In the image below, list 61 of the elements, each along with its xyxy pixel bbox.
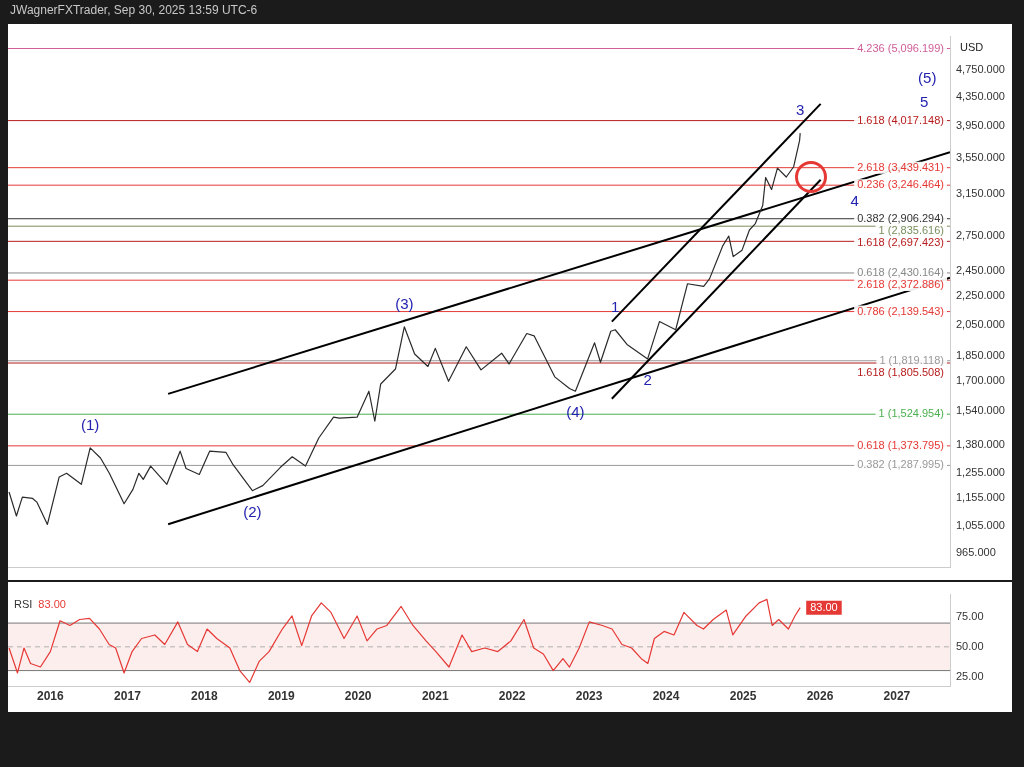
y-tick-label: 1,700.000 (956, 374, 1005, 387)
chart-title: RSI (14, 598, 33, 611)
chart-title: JWagnerFXTrader, Sep 30, 2025 13:59 UTC-6 (10, 3, 258, 17)
ref-line-label: 0.618 (1,373.795) (857, 438, 944, 451)
ref-line-label: 2.618 (3,439.431) (857, 160, 944, 173)
ref-line-label: 0.618 (2,430.164) (857, 265, 944, 278)
ref-line-label: 0.382 (1,287.995) (857, 458, 944, 471)
annotation: 4 (850, 191, 859, 209)
y-tick-label: 4,350.000 (956, 89, 1005, 102)
x-tick-label: 2023 (575, 688, 603, 703)
x-tick-label: 2026 (806, 688, 834, 703)
y-tick-label: 3,550.000 (956, 151, 1005, 164)
y-tick-label: 75.00 (956, 610, 984, 623)
y-tick-label: 1,850.000 (956, 348, 1005, 361)
y-tick-label: 1,380.000 (956, 437, 1005, 450)
x-tick-label: 2021 (421, 688, 449, 703)
x-tick-label: 2016 (37, 688, 65, 703)
y-tick-label: 2,750.000 (956, 228, 1005, 241)
annotation: (2) (243, 502, 262, 520)
y-tick-label: 25.00 (956, 669, 984, 682)
ref-line-label: 0.382 (2,906.294) (857, 211, 944, 224)
ref-line-label: 0.786 (2,139.543) (857, 304, 944, 317)
y-tick-label: 1,155.000 (956, 491, 1005, 504)
annotation: 83.00 (38, 598, 66, 611)
x-tick-label: 2018 (191, 688, 219, 703)
x-tick-label: 2017 (114, 688, 142, 703)
x-tick-label: 2024 (652, 688, 680, 703)
y-tick-label: 1,255.000 (956, 466, 1005, 479)
annotation: 2 (643, 371, 652, 389)
y-tick-label: 965.000 (956, 545, 996, 558)
annotation: (1) (81, 415, 100, 433)
annotation: 83.00 (810, 600, 838, 613)
y-tick-label: 2,050.000 (956, 317, 1005, 330)
x-tick-label: 2022 (498, 688, 526, 703)
ref-line-label: 2.618 (2,372.886) (857, 277, 944, 290)
y-tick-label: 50.00 (956, 639, 984, 652)
ref-line-label: 1 (1,524.954) (878, 407, 944, 420)
y-tick-label: 2,450.000 (956, 263, 1005, 276)
ref-line-label: 4.236 (5,096.199) (857, 41, 944, 54)
x-tick-label: 2019 (267, 688, 295, 703)
annotation: (3) (395, 294, 414, 312)
x-tick-label: 2025 (729, 688, 757, 703)
ref-line-label: 1.618 (4,017.148) (857, 113, 944, 126)
ref-line-label: 1.618 (2,697.423) (857, 235, 944, 248)
y-axis-title: USD (960, 41, 984, 54)
annotation: 1 (611, 297, 620, 315)
x-tick-label: 2020 (344, 688, 372, 703)
y-tick-label: 1,055.000 (956, 518, 1005, 531)
annotation: 3 (796, 101, 805, 119)
ref-line-label: 1.618 (1,805.508) (857, 365, 944, 378)
y-tick-label: 3,150.000 (956, 187, 1005, 200)
ref-line-label: 1 (1,819.118) (879, 353, 944, 366)
y-tick-label: 4,750.000 (956, 62, 1005, 75)
annotation: (5) (918, 68, 937, 86)
ref-line-label: 1 (2,835.616) (878, 223, 944, 236)
y-tick-label: 2,250.000 (956, 289, 1005, 302)
ref-line-label: 0.236 (3,246.464) (857, 178, 944, 191)
y-tick-label: 3,950.000 (956, 118, 1005, 131)
annotation: 5 (919, 92, 929, 110)
y-tick-label: 1,540.000 (956, 404, 1005, 417)
x-tick-label: 2027 (883, 688, 911, 703)
